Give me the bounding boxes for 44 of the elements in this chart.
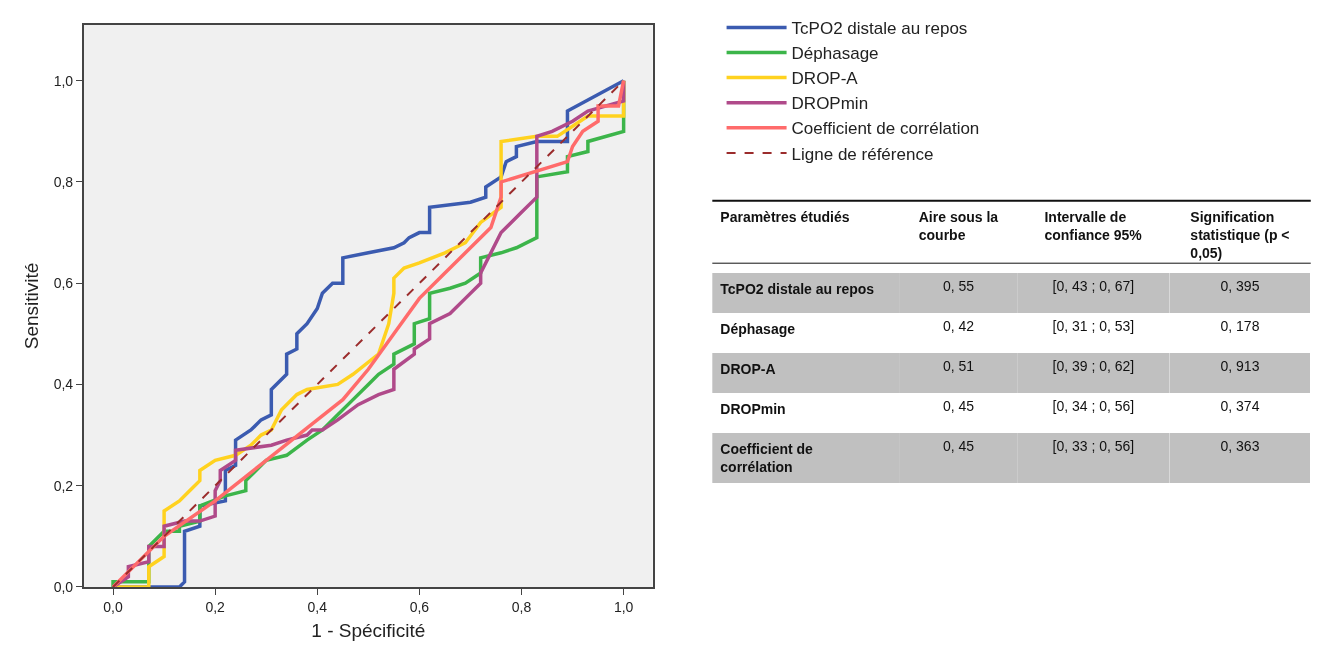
y-axis-title: Sensitivité — [21, 262, 43, 350]
legend-label: TcPO2 distale au repos — [791, 19, 968, 39]
x-tick-label: 0,0 — [103, 598, 123, 615]
category-label: Coefficient de corrélation — [720, 440, 813, 475]
x-tick-label: 1,0 — [613, 598, 634, 615]
text: 0, 395 — [1220, 278, 1260, 295]
legend-label: Déphasage — [791, 44, 879, 64]
text: 0, 51 — [942, 358, 975, 375]
text: [0, 31 ; 0, 53] — [1052, 318, 1135, 335]
category-label: DROPmin — [720, 400, 786, 417]
text: 0, 363 — [1220, 438, 1260, 455]
text: [0, 43 ; 0, 67] — [1052, 278, 1135, 295]
x-tick-label: 0,2 — [205, 598, 226, 615]
y-tick-label: 1,0 — [53, 72, 74, 89]
text: 0, 374 — [1220, 398, 1260, 415]
text: 0, 45 — [942, 398, 975, 415]
y-tick-label: 0,2 — [53, 477, 74, 494]
category-label: Déphasage — [720, 320, 796, 337]
y-tick-label: 0,0 — [53, 578, 74, 595]
y-tick-label: 0,6 — [53, 275, 74, 292]
category-label: Intervalle de confiance 95% — [1044, 208, 1143, 243]
legend-label: Coefficient de corrélation — [791, 119, 980, 139]
x-axis-title: 1 - Spécificité — [311, 620, 426, 642]
category-label: Paramètres étudiés — [720, 208, 850, 225]
text: 0, 913 — [1220, 358, 1260, 375]
text: 0, 42 — [942, 318, 975, 335]
text: [0, 33 ; 0, 56] — [1052, 438, 1135, 455]
text: 0, 178 — [1220, 318, 1260, 335]
x-tick-label: 0,8 — [511, 598, 532, 615]
legend-label: Ligne de référence — [791, 144, 934, 164]
legend-label: DROP-A — [791, 69, 859, 89]
category-label: Signification statistique (p < 0,05) — [1190, 208, 1290, 262]
x-tick-label: 0,6 — [409, 598, 430, 615]
y-tick-label: 0,8 — [53, 173, 74, 190]
text: [0, 39 ; 0, 62] — [1052, 358, 1135, 375]
y-tick-label: 0,4 — [53, 376, 74, 393]
category-label: Aire sous la courbe — [918, 208, 999, 243]
text: 0, 55 — [942, 278, 975, 295]
x-tick-label: 0,4 — [307, 598, 328, 615]
category-label: TcPO2 distale au repos — [720, 280, 875, 297]
legend-label: DROPmin — [791, 94, 869, 114]
text: 0, 45 — [942, 438, 975, 455]
category-label: DROP-A — [720, 360, 776, 377]
text: [0, 34 ; 0, 56] — [1052, 398, 1135, 415]
